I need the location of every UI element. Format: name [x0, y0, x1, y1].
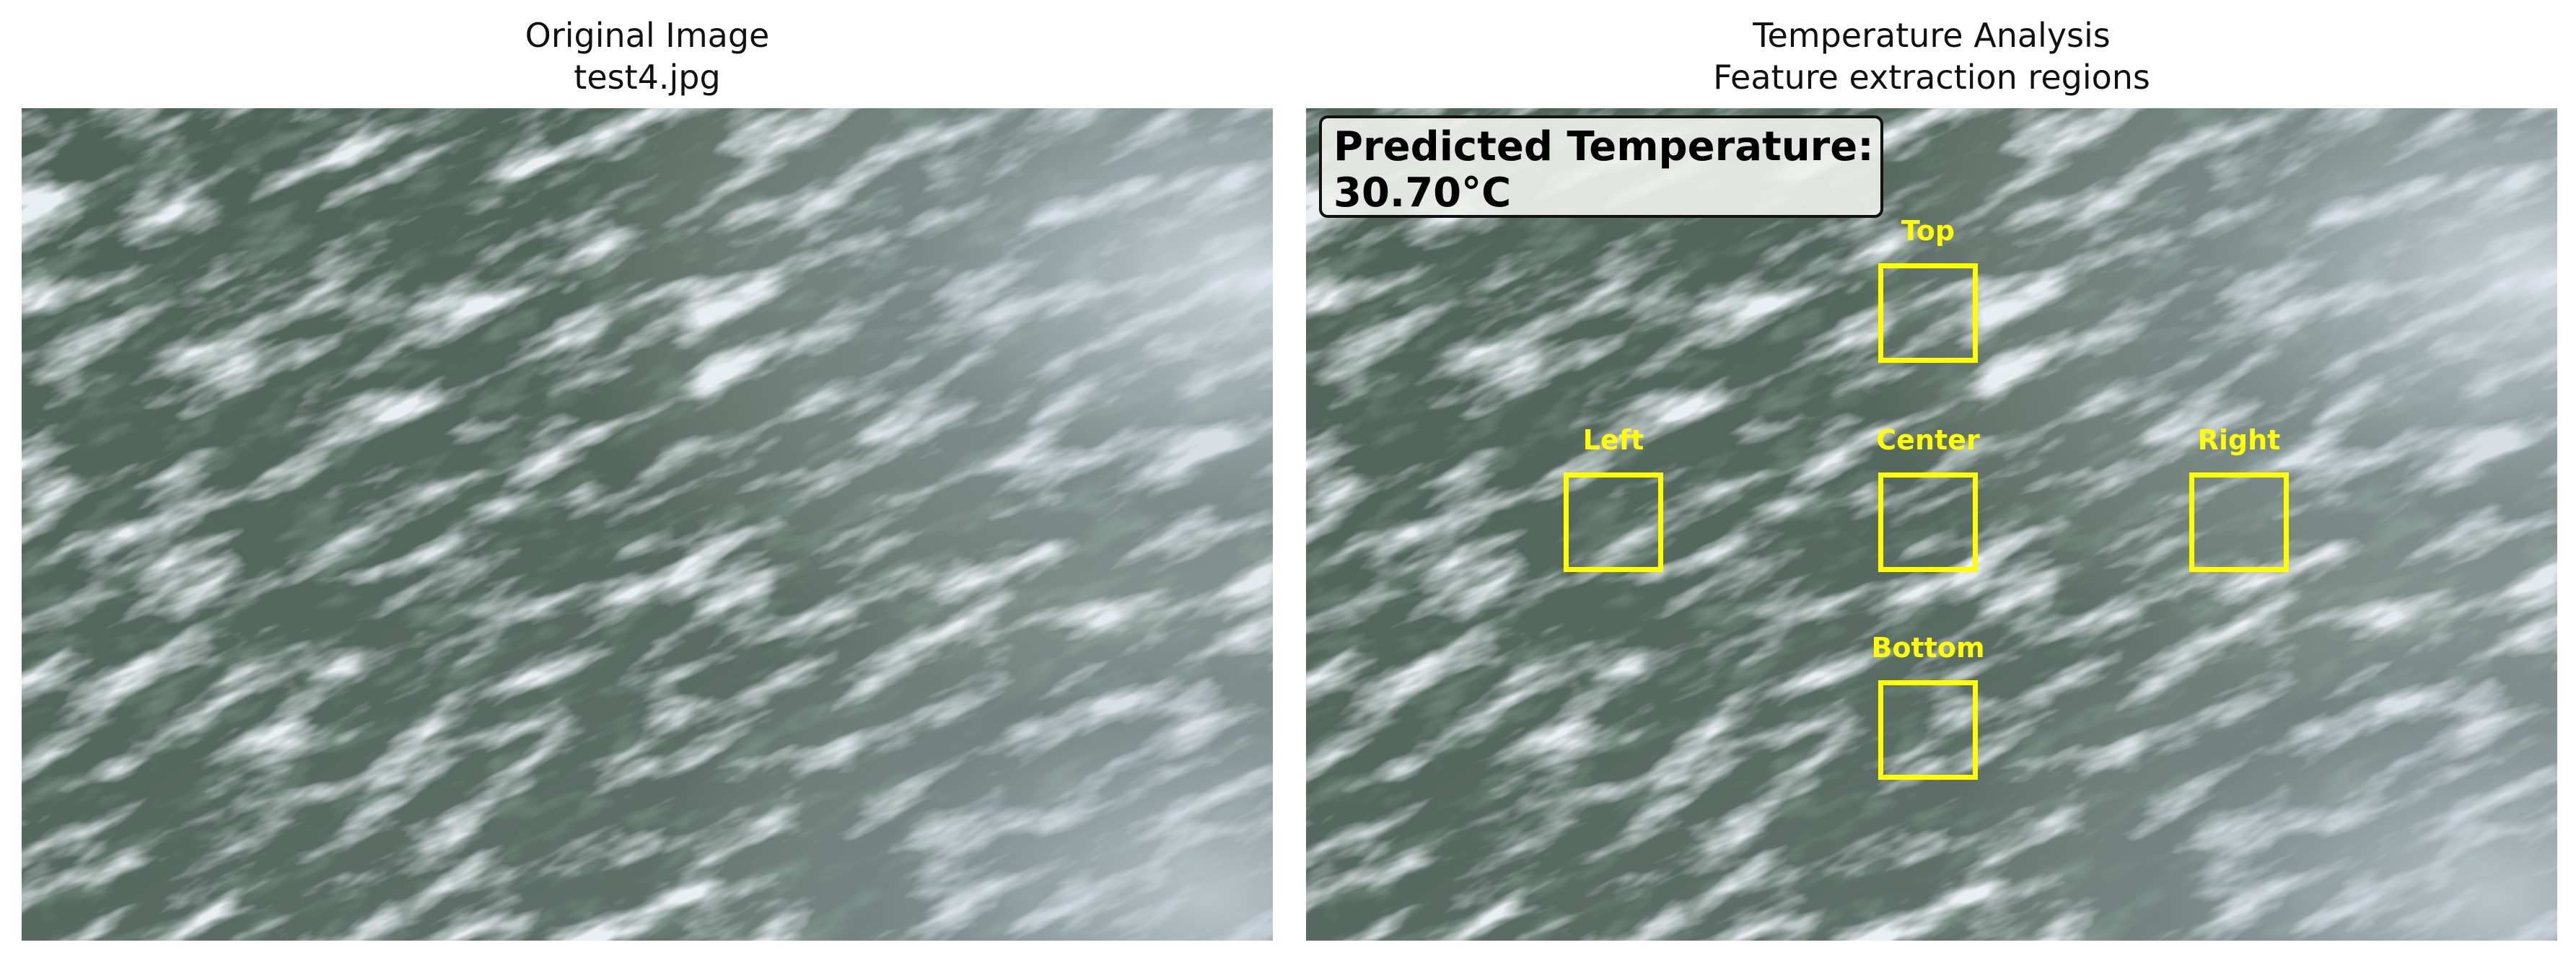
- region-center-label: Center: [1876, 424, 1980, 456]
- region-right-box: [2189, 472, 2289, 572]
- region-bottom-label: Bottom: [1871, 632, 1985, 664]
- region-center: Center: [1876, 424, 1980, 572]
- analysis-image: [1306, 108, 2557, 941]
- left-title-line2: test4.jpg: [574, 58, 721, 97]
- right-panel-title: Temperature Analysis Feature extraction …: [1306, 14, 2557, 98]
- region-top: Top: [1878, 215, 1978, 363]
- region-left: Left: [1564, 424, 1663, 572]
- right-title-line2: Feature extraction regions: [1713, 58, 2150, 97]
- region-right: Right: [2189, 424, 2289, 572]
- region-center-box: [1878, 472, 1978, 572]
- left-title-line1: Original Image: [525, 16, 770, 55]
- region-left-box: [1564, 472, 1663, 572]
- region-left-label: Left: [1582, 424, 1644, 456]
- region-right-label: Right: [2197, 424, 2281, 456]
- predicted-temperature-box: Predicted Temperature: 30.70°C: [1319, 115, 1883, 218]
- prediction-label: Predicted Temperature:: [1333, 123, 1874, 170]
- region-top-label: Top: [1901, 215, 1955, 247]
- analysis-image-panel: Predicted Temperature: 30.70°C Top Left …: [1306, 108, 2557, 941]
- region-bottom-box: [1878, 680, 1978, 780]
- right-title-line1: Temperature Analysis: [1753, 16, 2111, 55]
- region-top-box: [1878, 263, 1978, 363]
- original-image: [22, 108, 1273, 941]
- left-panel-title: Original Image test4.jpg: [22, 14, 1273, 98]
- region-bottom: Bottom: [1871, 632, 1985, 780]
- original-image-panel: [22, 108, 1273, 941]
- prediction-value: 30.70°C: [1333, 170, 1512, 216]
